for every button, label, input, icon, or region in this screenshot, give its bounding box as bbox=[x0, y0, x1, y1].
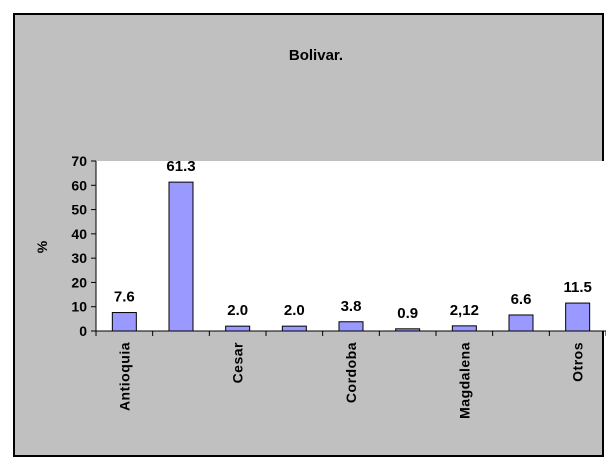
x-tick-label: Cordoba bbox=[343, 342, 359, 403]
y-tick-label: 50 bbox=[71, 202, 87, 218]
data-label: 2.0 bbox=[284, 302, 305, 319]
y-tick-label: 40 bbox=[71, 226, 87, 242]
bar bbox=[338, 321, 364, 332]
x-tick-label: Otros bbox=[570, 342, 586, 382]
data-label: 6.6 bbox=[511, 291, 532, 308]
bar bbox=[168, 181, 194, 332]
data-label: 61.3 bbox=[166, 158, 195, 175]
data-label: 2,12 bbox=[450, 302, 479, 319]
chart-title: Bolivar. bbox=[289, 47, 343, 64]
bar bbox=[565, 302, 591, 332]
data-label: 2.0 bbox=[227, 302, 248, 319]
bar bbox=[111, 312, 137, 332]
data-label: 0.9 bbox=[397, 305, 418, 322]
y-tick-label: 60 bbox=[71, 177, 87, 193]
chart-frame: Bolivar. 0 10 20 30 40 50 60 70 Antioquia Cesar C… bbox=[13, 13, 606, 457]
bar bbox=[451, 325, 477, 332]
bar bbox=[225, 325, 251, 332]
x-tick-label: Magdalena bbox=[456, 342, 472, 419]
data-label: 7.6 bbox=[114, 289, 135, 306]
y-axis-label: % bbox=[34, 240, 50, 253]
x-tick-label: Cesar bbox=[230, 342, 246, 383]
y-tick-label: 10 bbox=[71, 299, 87, 315]
y-tick-label: 30 bbox=[71, 250, 87, 266]
y-tick-label: 0 bbox=[79, 323, 87, 339]
data-label: 11.5 bbox=[563, 279, 591, 296]
bar bbox=[508, 314, 534, 332]
y-tick-label: 70 bbox=[71, 153, 87, 169]
bar bbox=[281, 325, 307, 332]
y-tick-label: 20 bbox=[71, 274, 87, 290]
x-tick-label: Antioquia bbox=[116, 342, 132, 411]
bar-chart: Bolivar. 0 10 20 30 40 50 60 70 Antioquia Cesar C… bbox=[34, 47, 606, 419]
data-label: 3.8 bbox=[341, 298, 362, 315]
